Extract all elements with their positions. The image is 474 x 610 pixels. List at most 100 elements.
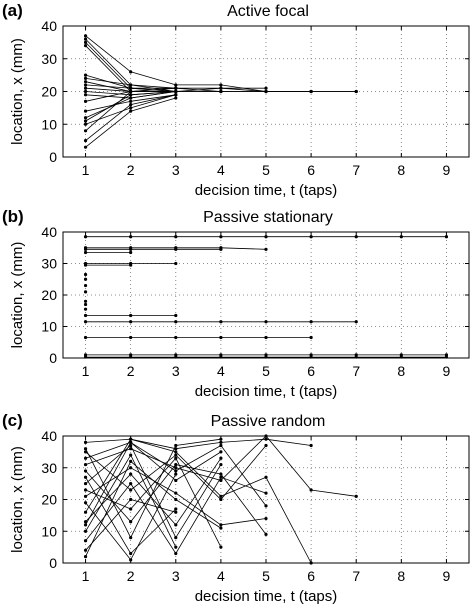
data-point	[174, 313, 178, 318]
data-point	[354, 494, 358, 498]
x-tick-label: 8	[397, 363, 405, 379]
data-point	[174, 261, 178, 266]
data-point	[219, 494, 223, 498]
data-point	[83, 109, 88, 113]
data-point	[174, 497, 178, 502]
y-tick-label: 40	[41, 18, 57, 34]
data-point	[83, 462, 88, 467]
data-point	[129, 235, 133, 239]
data-point	[83, 488, 88, 492]
data-point	[129, 86, 133, 90]
data-point	[219, 497, 223, 502]
y-tick-label: 20	[41, 84, 57, 100]
data-point	[174, 443, 178, 448]
data-point	[83, 37, 88, 41]
data-point	[219, 545, 223, 549]
data-point	[219, 320, 223, 324]
data-point	[83, 86, 88, 90]
data-point	[83, 520, 88, 524]
data-point	[264, 353, 268, 357]
data-point	[129, 109, 133, 113]
data-point	[219, 440, 223, 444]
data-point	[174, 469, 178, 473]
plot-area	[83, 235, 449, 359]
data-point	[83, 355, 88, 359]
data-point	[129, 355, 133, 359]
data-point	[219, 235, 223, 239]
data-point	[83, 299, 88, 303]
data-point	[174, 466, 178, 470]
data-point	[129, 335, 133, 340]
data-point	[174, 507, 178, 511]
data-point	[219, 86, 223, 90]
data-point	[174, 86, 178, 90]
y-axis-label: location, x (mm)	[9, 242, 26, 349]
series-line	[85, 438, 221, 539]
data-point	[309, 443, 313, 448]
data-point	[129, 250, 133, 255]
x-tick-label: 9	[443, 568, 451, 584]
data-point	[354, 235, 358, 239]
data-point	[129, 497, 133, 502]
data-point	[83, 482, 88, 486]
data-point	[174, 355, 178, 359]
data-point	[219, 353, 223, 357]
data-point	[83, 122, 88, 126]
data-point	[83, 548, 88, 552]
data-point	[83, 116, 88, 120]
data-point	[83, 353, 88, 357]
data-point	[129, 482, 133, 486]
data-point	[174, 96, 178, 100]
data-point	[83, 83, 88, 87]
data-point	[174, 93, 178, 97]
data-point	[174, 456, 178, 460]
data-point	[219, 462, 223, 467]
data-point	[83, 320, 88, 324]
data-point	[83, 501, 88, 505]
x-tick-label: 2	[127, 568, 135, 584]
data-point	[174, 491, 178, 495]
data-point	[174, 462, 178, 467]
data-point	[129, 453, 133, 457]
data-point	[83, 34, 88, 38]
data-point	[174, 247, 178, 251]
data-point	[219, 355, 223, 359]
chart-title: Passive stationary	[203, 209, 333, 226]
data-point	[129, 93, 133, 97]
x-tick-label: 6	[307, 363, 315, 379]
panel-label: (b)	[2, 207, 24, 226]
data-point	[129, 558, 133, 562]
data-point	[174, 478, 178, 483]
data-point	[83, 119, 88, 123]
data-point	[264, 86, 268, 90]
data-point	[83, 247, 88, 251]
data-point	[129, 106, 133, 110]
x-axis-label: decision time, t (taps)	[195, 182, 338, 199]
data-point	[83, 89, 88, 94]
y-axis-label: location, x (mm)	[9, 446, 26, 553]
data-point	[174, 551, 178, 556]
x-tick-label: 3	[172, 363, 180, 379]
data-point	[83, 494, 88, 498]
data-point	[83, 539, 88, 543]
x-tick-label: 4	[217, 363, 225, 379]
data-point	[264, 434, 268, 438]
x-tick-label: 9	[443, 162, 451, 178]
data-point	[309, 488, 313, 492]
data-point	[174, 453, 178, 457]
data-point	[174, 450, 178, 454]
series-line	[85, 460, 222, 557]
data-point	[309, 355, 313, 359]
data-point	[264, 443, 268, 448]
x-tick-label: 6	[307, 162, 315, 178]
data-point	[174, 472, 178, 476]
y-tick-label: 40	[41, 428, 57, 444]
x-tick-label: 8	[397, 162, 405, 178]
data-point	[83, 302, 88, 307]
x-tick-label: 6	[307, 568, 315, 584]
data-point	[174, 335, 178, 340]
data-point	[129, 447, 133, 451]
data-point	[264, 247, 268, 251]
data-point	[219, 472, 223, 476]
data-point	[83, 139, 88, 143]
